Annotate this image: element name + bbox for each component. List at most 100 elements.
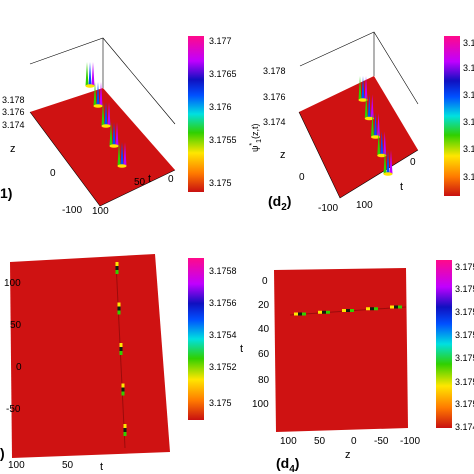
panel-4-x-axis-label: z bbox=[345, 449, 351, 461]
peak-spike-sliver bbox=[115, 122, 119, 146]
panel-2-colorbar-tick: 3.1 bbox=[463, 117, 474, 127]
peak-spike-base bbox=[117, 164, 127, 168]
panel-3-surface bbox=[10, 254, 170, 458]
panel-2-z-axis-label-tail: (z,t) bbox=[250, 123, 260, 139]
panel-4-colorbar-tick: 3.175 bbox=[455, 330, 474, 340]
panel-4-y-tick: 0 bbox=[262, 276, 268, 287]
panel-3-colorbar-tick: 3.1756 bbox=[209, 298, 237, 308]
panel-2-label-sub: 2 bbox=[281, 202, 287, 213]
panel-2-label-close: ) bbox=[287, 193, 292, 209]
peak-spot-part bbox=[115, 262, 119, 266]
peak-spot-part bbox=[115, 270, 119, 274]
peak-spike bbox=[377, 131, 387, 158]
panel-3-colorbar-tick: 3.1758 bbox=[209, 266, 237, 276]
peak-spike-sliver bbox=[358, 76, 362, 100]
panel-1-y-tick: 50 bbox=[134, 177, 146, 188]
panel-1-z-tick: 3.178 bbox=[2, 95, 25, 105]
peak-spike-sliver bbox=[361, 76, 365, 100]
panel-1-y-tick: 100 bbox=[92, 206, 109, 217]
peak-spike-base bbox=[371, 135, 380, 139]
panel-3-y-tick: -50 bbox=[6, 404, 21, 415]
panel-2-colorbar-tick: 3.1 bbox=[463, 90, 474, 100]
panel-1-z-tick: 3.176 bbox=[2, 107, 25, 117]
panel-3-x-tick: 50 bbox=[62, 460, 74, 471]
peak-spot bbox=[366, 307, 378, 311]
peak-spike-sliver bbox=[96, 82, 100, 106]
peak-spike-base bbox=[383, 172, 393, 176]
panel-2-x-axis-label: z bbox=[280, 149, 286, 161]
panel-2-colorbar-tick: 3.1 bbox=[463, 172, 474, 182]
peak-spike-sliver bbox=[107, 102, 111, 126]
panel-3: 100 50 0 -50 100 50 t ) 3.1758 3.1756 3.… bbox=[0, 254, 237, 473]
peak-spike-base bbox=[364, 116, 374, 121]
panel-1-x-tick: -100 bbox=[62, 205, 82, 216]
panel-2-z-tick: 3.174 bbox=[263, 117, 286, 127]
peak-spot-part bbox=[121, 391, 125, 396]
panel-2-colorbar-tick: 3.1 bbox=[463, 144, 474, 154]
peak-spot-part bbox=[117, 306, 121, 311]
peak-spot-part bbox=[398, 305, 402, 309]
panel-4-colorbar-tick: 3.175 bbox=[455, 353, 474, 363]
panel-4-colorbar bbox=[436, 260, 452, 428]
peak-spot-part bbox=[117, 310, 121, 315]
panel-1-box-front bbox=[29, 111, 176, 207]
peak-spike-sliver bbox=[383, 150, 387, 174]
peak-spot-part bbox=[350, 309, 354, 312]
panel-3-colorbar-ticks: 3.1758 3.1756 3.1754 3.1752 3.175 bbox=[209, 266, 237, 408]
peak-spike-base bbox=[377, 153, 387, 158]
panel-2-z-tick: 3.178 bbox=[263, 66, 286, 76]
panel-4-y-tick: 40 bbox=[258, 324, 270, 335]
peak-spot-part bbox=[298, 312, 302, 316]
peak-spike-sliver bbox=[386, 150, 390, 174]
panel-4-colorbar-tick: 3.175 bbox=[455, 307, 474, 317]
peak-spot-part bbox=[326, 310, 330, 314]
panel-4-x-tick: 50 bbox=[314, 436, 326, 447]
peak-spike-sliver bbox=[371, 113, 374, 137]
panel-3-colorbar-tick: 3.1752 bbox=[209, 362, 237, 372]
panel-4-colorbar-tick: 3.175 bbox=[455, 262, 474, 272]
panel-3-x-axis-label: t bbox=[100, 461, 103, 473]
peak-spot-part bbox=[123, 432, 127, 436]
panel-4: 0 20 40 60 80 100 t 100 50 0 -50 -100 z … bbox=[240, 260, 474, 474]
panel-1-label: 1) bbox=[0, 185, 12, 201]
panel-3-x-tick: 100 bbox=[8, 460, 25, 471]
peak-spike-sliver bbox=[377, 113, 380, 137]
peak-spike-base bbox=[358, 98, 368, 102]
panel-1-colorbar-tick: 3.1755 bbox=[209, 135, 237, 145]
peak-spot bbox=[121, 383, 125, 396]
peak-spike-sliver bbox=[109, 122, 113, 146]
panel-2-z-axis-label-sup: * bbox=[249, 143, 256, 146]
peak-spike bbox=[358, 76, 368, 102]
panel-3-colorbar-tick: 3.175 bbox=[209, 398, 232, 408]
peak-spike-sliver bbox=[120, 142, 124, 166]
panel-1-surface bbox=[30, 88, 175, 206]
panel-4-colorbar-ticks: 3.175 3.175 3.175 3.175 3.175 3.175 3.17… bbox=[455, 262, 474, 432]
peak-spot bbox=[115, 262, 119, 274]
panel-1-peaks bbox=[85, 62, 127, 168]
peak-spike-sliver bbox=[389, 150, 393, 174]
panel-3-label: ) bbox=[0, 445, 5, 461]
peak-spike-sliver bbox=[377, 131, 381, 156]
panel-3-peaks bbox=[115, 262, 127, 436]
peak-spot bbox=[123, 424, 127, 436]
panel-4-colorbar-tick: 3.175 bbox=[455, 284, 474, 294]
peak-spot-part bbox=[119, 351, 123, 355]
peak-spot-part bbox=[123, 428, 127, 432]
peak-spot-part bbox=[302, 312, 306, 316]
panel-4-y-tick: 60 bbox=[258, 349, 270, 360]
peak-spike-sliver bbox=[123, 142, 127, 166]
panel-3-y-tick: 50 bbox=[10, 320, 22, 331]
peak-spot bbox=[119, 343, 123, 355]
panel-2-surface bbox=[299, 76, 418, 198]
peak-spot bbox=[318, 310, 330, 314]
panel-4-y-tick: 100 bbox=[252, 399, 269, 410]
peak-spot-part bbox=[318, 310, 322, 314]
panel-3-y-tick: 0 bbox=[16, 362, 22, 373]
panel-2-z-axis-label-main: ψ bbox=[250, 146, 260, 152]
panel-4-x-tick: -50 bbox=[374, 436, 389, 447]
panel-2-colorbar-tick: 3.1 bbox=[463, 38, 474, 48]
peak-spike-base bbox=[109, 144, 119, 148]
peak-spike-sliver bbox=[374, 113, 377, 137]
panel-4-label-close: ) bbox=[295, 455, 300, 471]
